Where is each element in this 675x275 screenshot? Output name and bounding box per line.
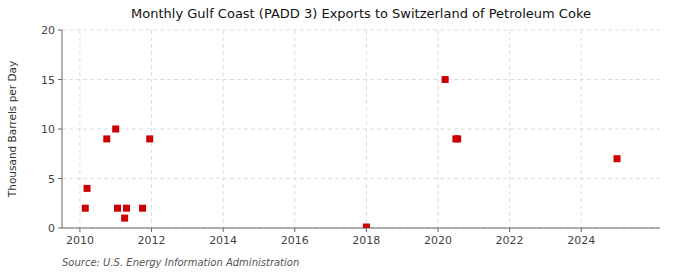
y-tick-label: 20 — [41, 24, 55, 37]
grid-line-x — [151, 30, 152, 228]
x-tick-label: 2016 — [281, 234, 309, 247]
grid-line-x — [437, 30, 438, 228]
y-tick-label: 0 — [48, 222, 55, 235]
point — [146, 135, 153, 142]
x-tick-label: 2012 — [138, 234, 166, 247]
grid-line-x — [294, 30, 295, 228]
point — [84, 185, 91, 192]
y-tick — [58, 30, 62, 31]
y-tick-label: 10 — [41, 123, 55, 136]
chart-svg: 2010201220142016201820202022202405101520… — [0, 0, 675, 275]
x-tick — [581, 228, 582, 232]
x-tick — [79, 228, 80, 232]
point — [363, 224, 370, 228]
point — [442, 76, 449, 83]
source: Source: U.S. Energy Information Administ… — [62, 257, 299, 268]
point — [139, 205, 146, 212]
grid-line-x — [581, 30, 582, 228]
point — [103, 135, 110, 142]
point — [454, 135, 461, 142]
x-tick — [437, 228, 438, 232]
x-tick-label: 2018 — [352, 234, 380, 247]
point — [82, 205, 89, 212]
x-tick-label: 2022 — [496, 234, 524, 247]
grid-line-x — [223, 30, 224, 228]
y-tick — [58, 228, 62, 229]
y-tick — [58, 79, 62, 80]
x-tick — [223, 228, 224, 232]
x-tick-label: 2010 — [66, 234, 94, 247]
y-axis-label: Thousand Barrels per Day — [6, 61, 18, 198]
grid-line-x — [509, 30, 510, 228]
y-tick-label: 5 — [48, 173, 55, 186]
x-tick — [366, 228, 367, 232]
grid-line-x — [366, 30, 367, 228]
axes: 2010 2012 2014 2016 2018 2020 2022 2024 0 5 10 15 20 — [41, 24, 660, 247]
grid — [62, 30, 660, 228]
y-tick — [58, 178, 62, 179]
x-tick — [294, 228, 295, 232]
x-tick-label: 2024 — [567, 234, 595, 247]
grid-line-x — [79, 30, 80, 228]
y-tick-label: 15 — [41, 74, 55, 87]
title: Monthly Gulf Coast (PADD 3) Exports to S… — [131, 6, 591, 21]
point — [123, 205, 130, 212]
points — [82, 76, 621, 228]
x-tick — [151, 228, 152, 232]
point — [121, 215, 128, 222]
point — [614, 155, 621, 162]
y-tick — [58, 129, 62, 130]
x-tick-label: 2014 — [209, 234, 237, 247]
point — [112, 126, 119, 133]
chart-container: 2010201220142016201820202022202405101520… — [0, 0, 675, 275]
x-tick — [509, 228, 510, 232]
x-tick-label: 2020 — [424, 234, 452, 247]
point — [114, 205, 121, 212]
